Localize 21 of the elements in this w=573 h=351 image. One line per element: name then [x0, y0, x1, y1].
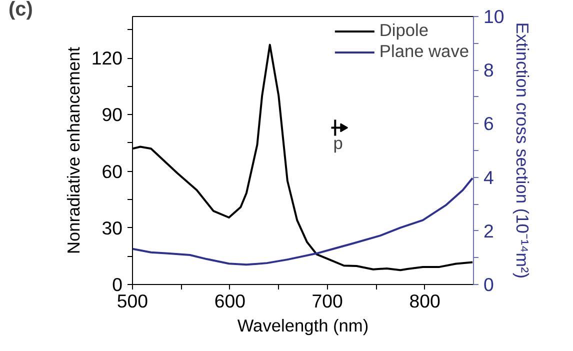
legend-label: Plane wave	[379, 41, 469, 62]
y2-tick-label: 8	[484, 60, 494, 81]
x-tick-label: 600	[214, 290, 246, 312]
y-tick-label: 120	[91, 48, 123, 69]
y2-tick-label: 2	[484, 220, 494, 242]
y-tick-label: 30	[102, 217, 123, 238]
line-series	[132, 177, 474, 266]
x-tick-label: 800	[409, 290, 440, 312]
x-axis-title: Wavelength (nm)	[237, 316, 369, 336]
annotation: p	[333, 133, 343, 154]
y2-tick-label: 10	[484, 6, 504, 27]
y2-tick-label: 0	[484, 274, 494, 295]
legend-label: Dipole	[379, 20, 429, 41]
y-tick-label: 90	[102, 104, 123, 126]
y2-tick-label: 6	[484, 113, 494, 134]
y2-tick-label: 4	[484, 166, 494, 188]
y-tick-label: 60	[102, 160, 123, 182]
x-tick-label: 700	[312, 290, 343, 312]
y-axis-title: Nonradiative enhancement	[63, 46, 84, 254]
y2-axis-title: Extinction cross section (10⁻¹⁴m²)	[512, 22, 532, 279]
text: (c)	[8, 0, 33, 20]
